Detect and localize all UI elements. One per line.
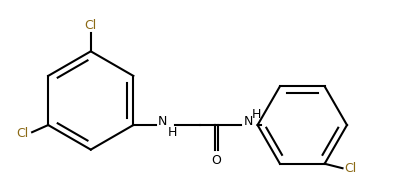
Text: H: H (168, 126, 177, 139)
Text: N: N (243, 115, 253, 128)
Text: Cl: Cl (344, 162, 356, 175)
Text: N: N (158, 115, 167, 128)
Text: Cl: Cl (85, 19, 97, 32)
Text: O: O (211, 154, 222, 167)
Text: Cl: Cl (16, 127, 28, 141)
Text: H: H (252, 108, 262, 121)
